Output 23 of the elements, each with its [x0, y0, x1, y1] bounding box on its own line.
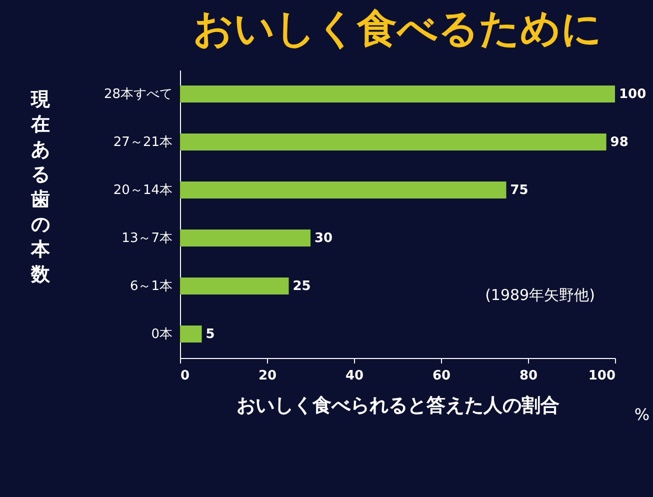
- x-tick-label: 80: [519, 368, 538, 384]
- x-tick-label: 20: [258, 368, 277, 384]
- y-tick-label: 20～14本: [113, 183, 172, 198]
- data-label: 98: [610, 135, 628, 150]
- y-tick-label: 27～21本: [113, 135, 172, 150]
- data-label: 75: [510, 183, 528, 198]
- y-tick-label: 13～7本: [122, 231, 172, 246]
- x-axis-title: おいしく食べられると答えた人の割合: [236, 394, 560, 416]
- annotation: (1989年矢野他): [485, 286, 595, 304]
- x-tick-label: 100: [588, 368, 616, 384]
- x-tick-label: 0: [180, 368, 190, 384]
- data-label: 30: [314, 231, 333, 246]
- data-label: 25: [292, 279, 311, 294]
- data-label: 5: [206, 327, 215, 342]
- chart-title: おいしく食べるために: [193, 6, 602, 52]
- text: %: [634, 405, 650, 424]
- x-tick-label: 40: [345, 368, 364, 384]
- data-label: 100: [619, 87, 646, 102]
- y-axis-title: 現在ある歯の本数: [30, 88, 51, 286]
- y-tick-label: 6～1本: [130, 279, 172, 294]
- y-tick-label: 0本: [151, 327, 172, 342]
- x-tick-label: 60: [432, 368, 451, 384]
- y-tick-label: 28本すべて: [104, 87, 172, 102]
